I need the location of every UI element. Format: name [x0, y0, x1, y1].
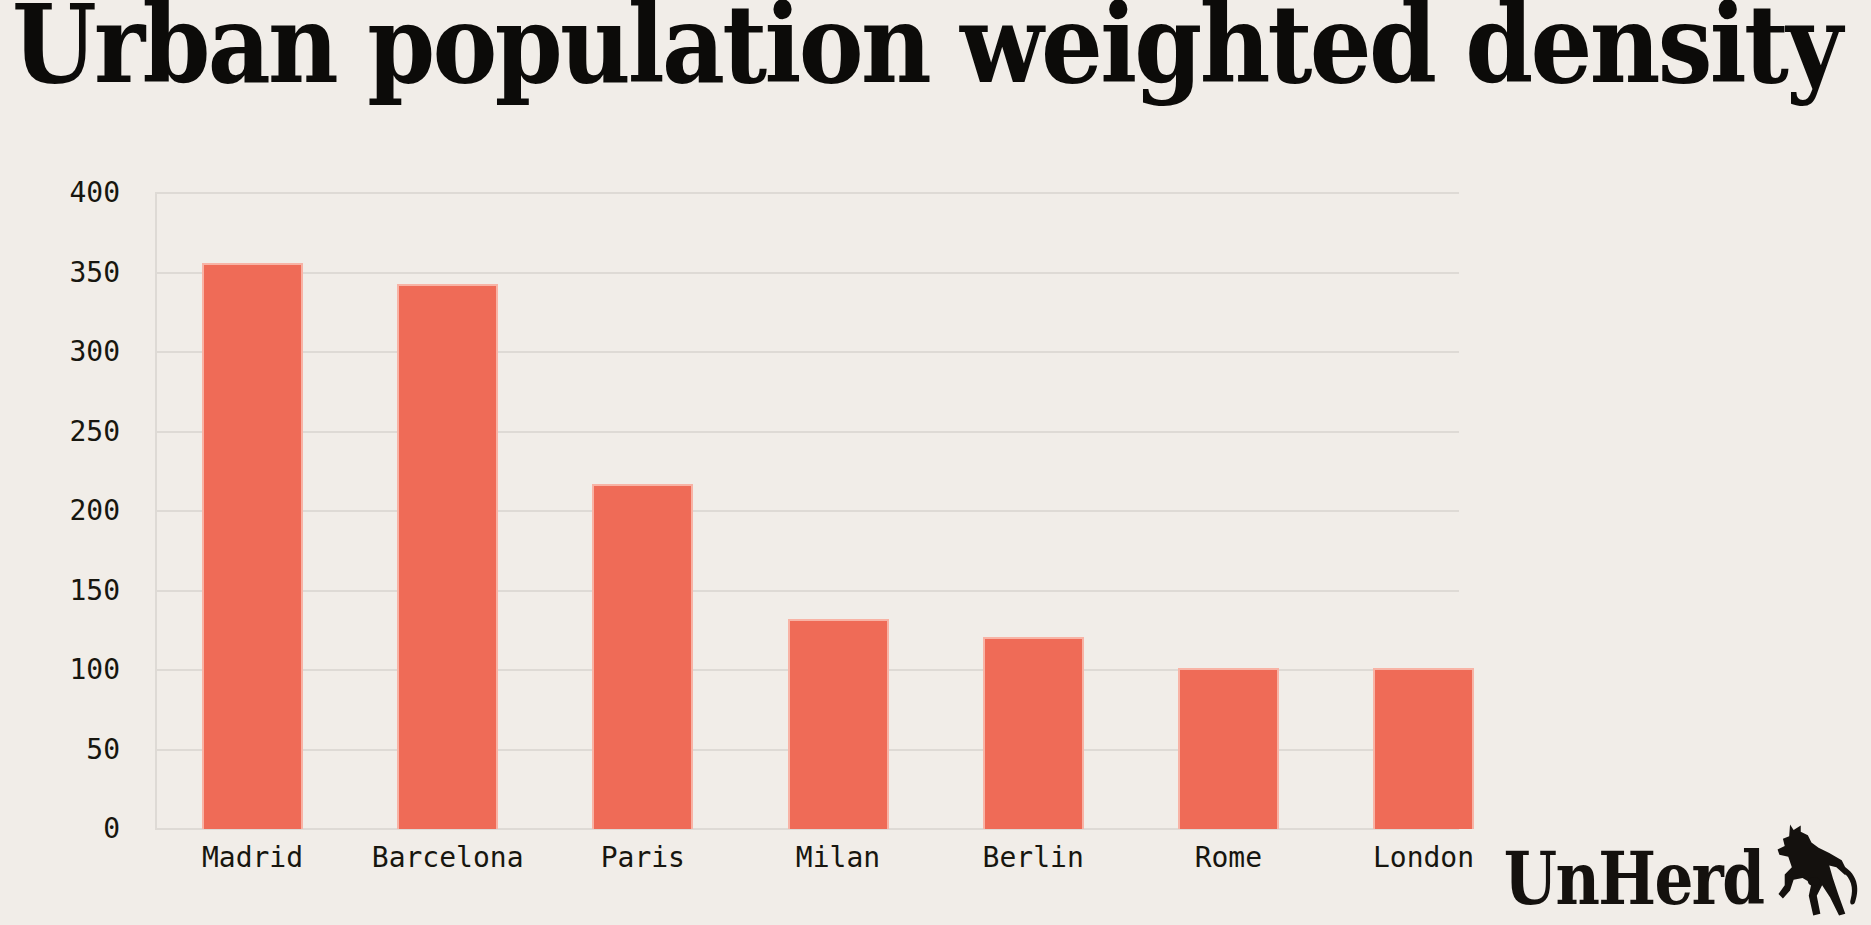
gridline-y-250 [155, 431, 1459, 433]
y-axis-line [155, 193, 157, 830]
bar-paris [592, 484, 693, 829]
bar-london [1373, 668, 1474, 829]
y-axis-tick-label: 0 [10, 815, 120, 843]
y-axis-tick-label: 300 [10, 338, 120, 366]
bar-madrid [202, 263, 303, 829]
gridline-y-350 [155, 272, 1459, 274]
gridline-y-400 [155, 192, 1459, 194]
y-axis-tick-label: 150 [10, 577, 120, 605]
chart-canvas: Urban population weighted density 050100… [0, 0, 1871, 925]
bar-rome [1178, 668, 1279, 829]
y-axis-tick-label: 400 [10, 179, 120, 207]
bar-milan [788, 619, 889, 829]
gridline-y-150 [155, 590, 1459, 592]
bar-chart-plot: 050100150200250300350400MadridBarcelonaP… [0, 0, 1871, 925]
rearing-cow-icon [1767, 821, 1863, 919]
unherd-logo: UnHerd [1458, 821, 1863, 919]
gridline-y-300 [155, 351, 1459, 353]
y-axis-tick-label: 50 [10, 736, 120, 764]
y-axis-tick-label: 250 [10, 418, 120, 446]
unherd-logo-text: UnHerd [1504, 845, 1763, 913]
y-axis-tick-label: 200 [10, 497, 120, 525]
y-axis-tick-label: 350 [10, 259, 120, 287]
bar-berlin [983, 637, 1084, 829]
y-axis-tick-label: 100 [10, 656, 120, 684]
gridline-y-200 [155, 510, 1459, 512]
bar-barcelona [397, 284, 498, 829]
